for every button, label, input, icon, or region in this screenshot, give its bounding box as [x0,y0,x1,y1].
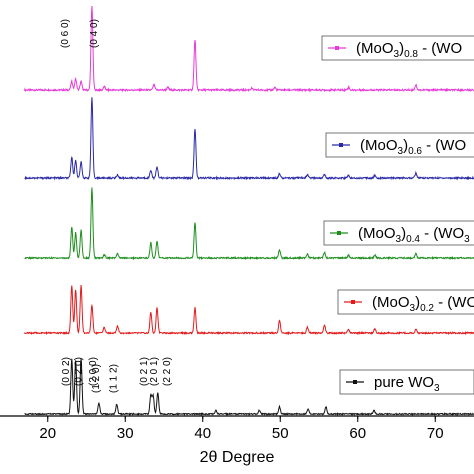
legend-frame-1 [325,132,474,158]
legend-frame-3 [337,289,474,315]
trace-line-2 [24,187,474,261]
legend-marker-4 [353,380,357,384]
legend-box-3: (MoO3)0.2 - (WO [337,289,474,315]
legends-layer: (MoO3)0.8 - (WO (MoO3)0.6 - (WO (MoO3)0.4 … [321,35,474,395]
legend-label-0: (MoO3)0.8 - (WO [356,40,462,60]
x-tick-label-1: 30 [117,425,134,442]
peak-index-label-7: (0 2 1) [139,357,150,386]
legend-box-4: pure WO3 [339,369,474,395]
peak-index-label-1: (0 4 0) [89,19,100,48]
legend-frame-2 [323,220,474,246]
legend-box-2: (MoO3)0.4 - (WO3 [323,220,474,246]
peak-index-label-3: (0 2 0) [74,357,85,386]
legend-label-3: (MoO3)0.2 - (WO [372,294,474,314]
axes-layer: 20 30 40 50 60 70 [0,415,474,442]
peak-index-label-6: (1 1 2) [109,364,120,393]
peak-index-label-5: (1 2 0) [91,364,102,393]
trace-line-0 [24,5,474,93]
x-axis-title: 2θ Degree [200,449,275,466]
legend-box-1: (MoO3)0.6 - (WO [325,132,474,158]
legend-marker-3 [351,300,355,304]
trace-line-3 [24,284,474,336]
peak-index-label-2: (0 0 2) [61,357,72,386]
x-tick-label-0: 20 [39,425,56,442]
peak-index-label-4: (2 0 0) [88,357,99,386]
legend-box-0: (MoO3)0.8 - (WO [321,35,474,61]
legend-marker-1 [339,143,343,147]
x-tick-label-3: 50 [272,425,289,442]
x-tick-label-4: 60 [349,425,366,442]
traces-layer [24,5,474,416]
annotations-layer: (0 6 0) (0 4 0) (0 0 2) (0 2 0) (2 0 0)(1 2 … [60,19,173,393]
legend-marker-0 [335,46,339,50]
legend-label-2: (MoO3)0.4 - (WO3 [358,225,470,245]
trace-line-1 [24,97,474,181]
legend-label-4: pure WO3 [374,374,440,394]
peak-index-label-8: (2 0 1) [149,357,160,386]
legend-marker-2 [337,231,341,235]
trace-line-4 [24,358,474,416]
legend-frame-0 [321,35,474,61]
x-tick-label-2: 40 [194,425,211,442]
peak-index-label-9: (2 2 0) [162,357,173,386]
peak-index-label-0: (0 6 0) [60,19,71,48]
x-tick-label-5: 70 [427,425,444,442]
legend-label-1: (MoO3)0.6 - (WO [360,137,466,157]
